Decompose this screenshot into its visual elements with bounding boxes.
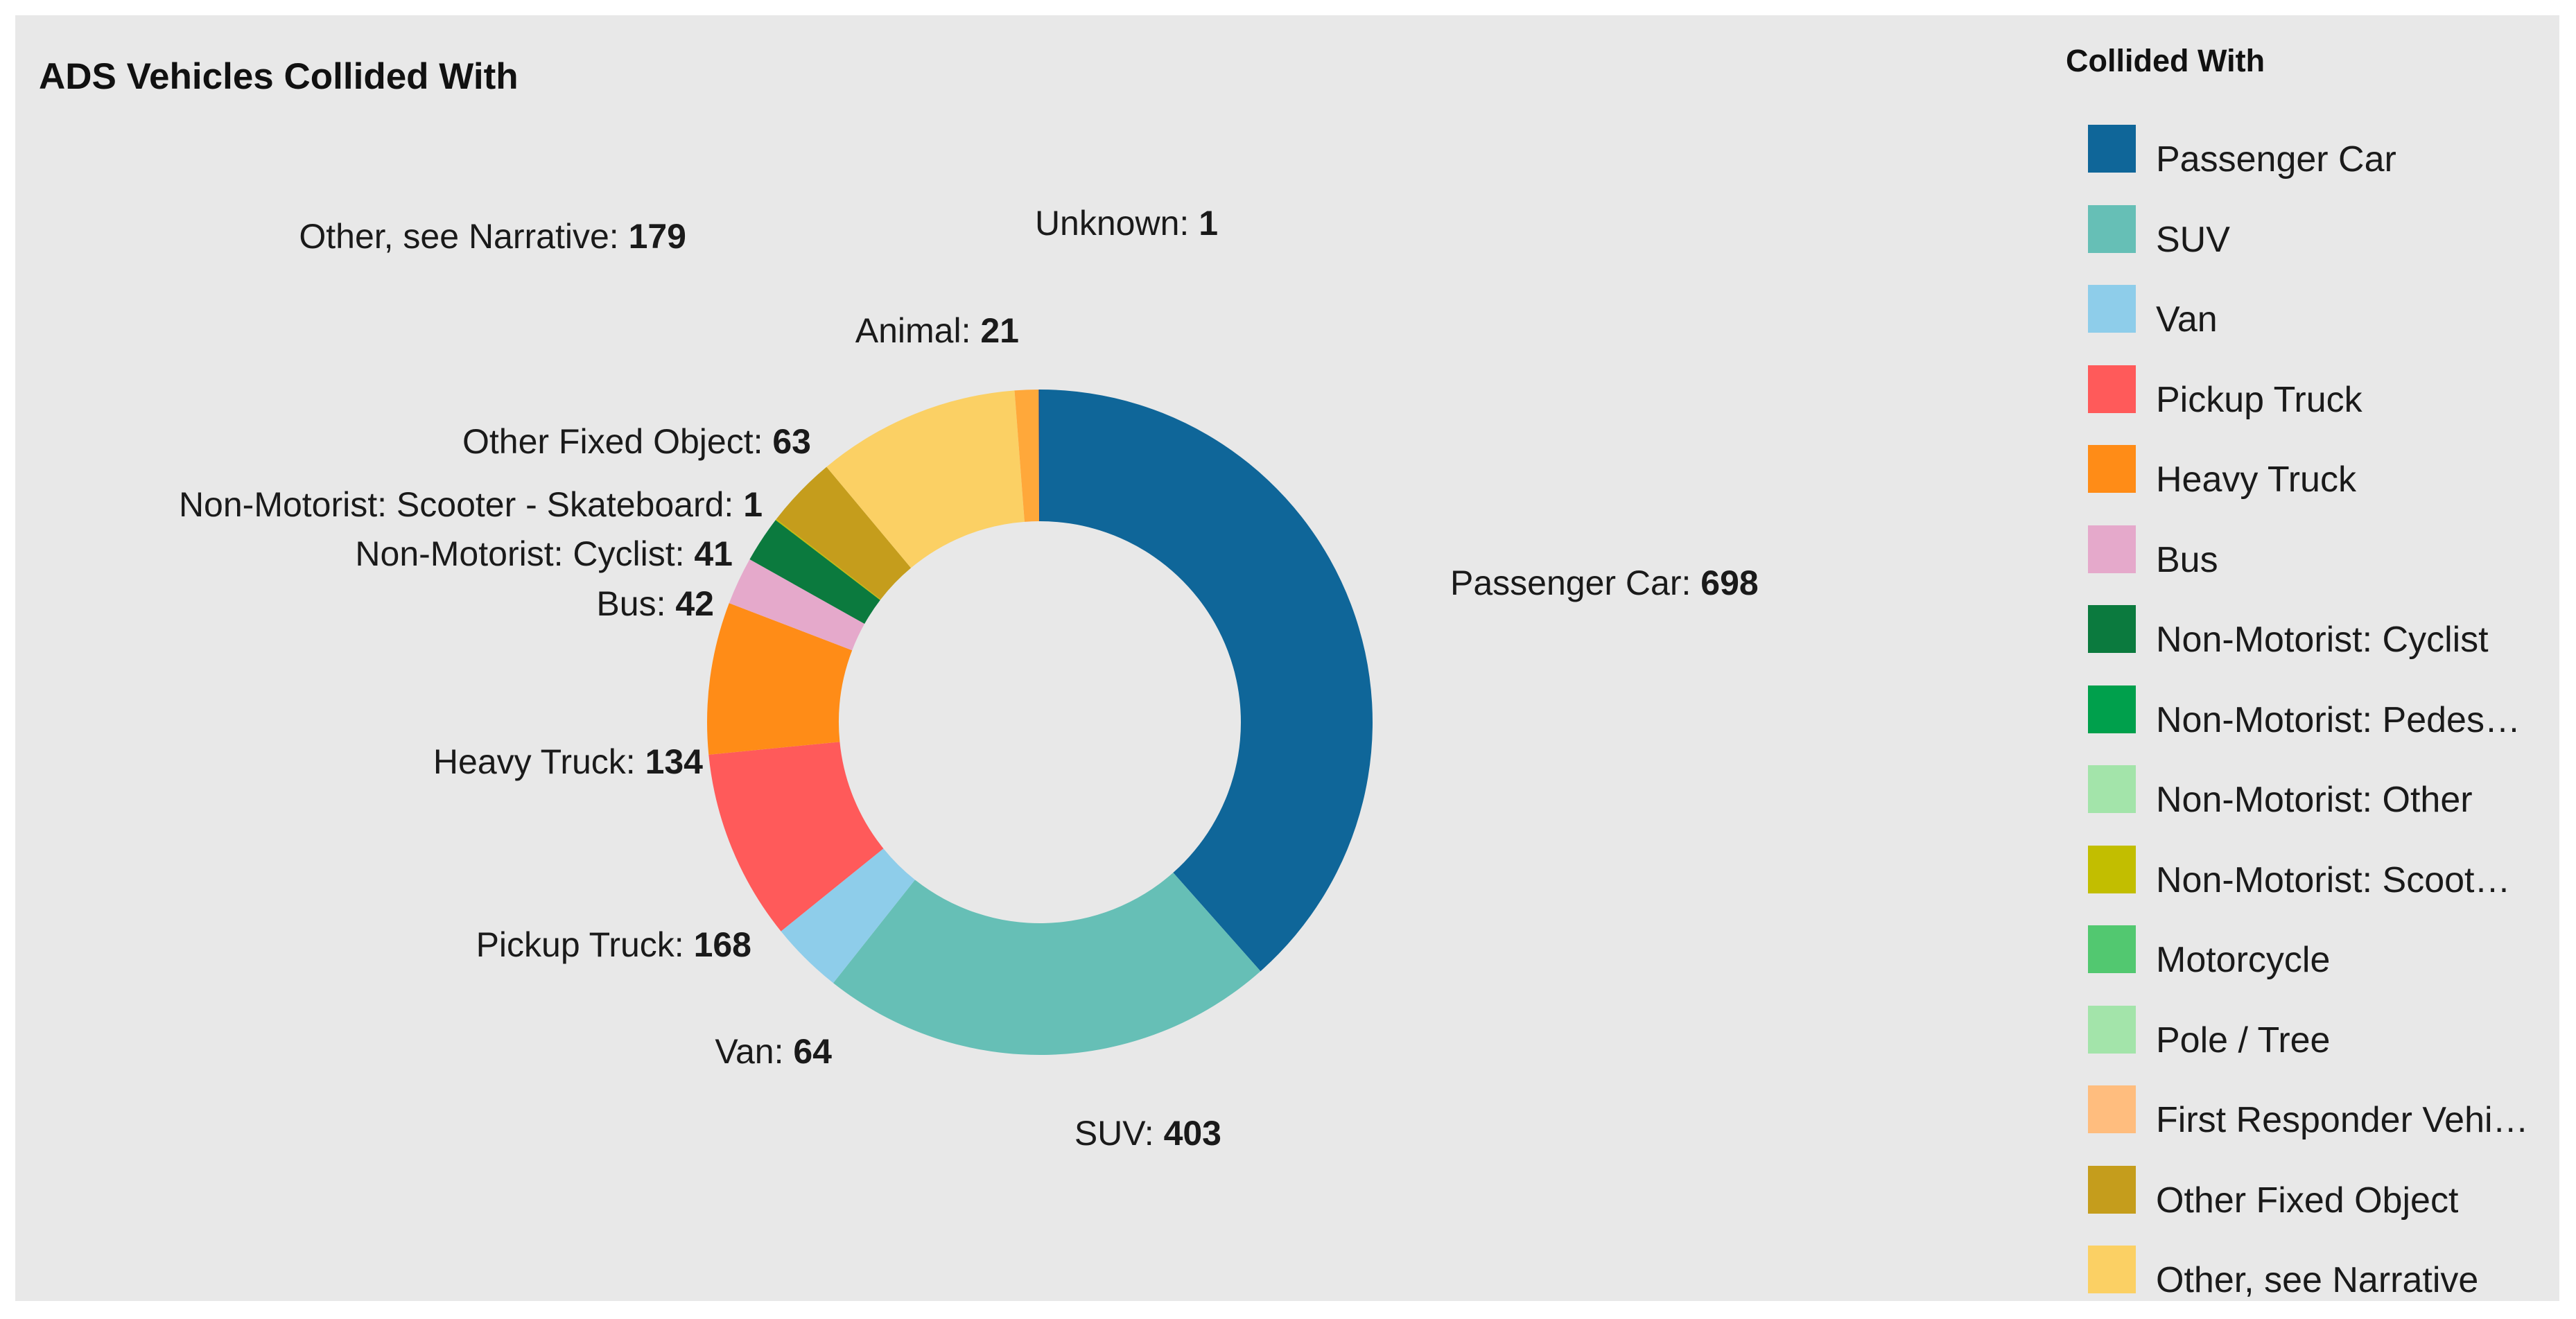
legend-swatch [2088,285,2136,333]
legend-item-first-responder-vehicle[interactable]: First Responder Vehicle [2088,1085,2545,1141]
slice-suv[interactable] [833,873,1261,1055]
slice-heavy-truck[interactable] [707,603,853,755]
legend-item-non-motorist-scooter[interactable]: Non-Motorist: Scooter... [2088,845,2545,901]
data-label-passenger-car: Passenger Car: 698 [1450,564,1759,602]
legend-label: Motorcycle [2156,940,2331,980]
legend-item-non-motorist-cyclist[interactable]: Non-Motorist: Cyclist [2088,605,2545,661]
legend-swatch [2088,525,2136,573]
legend-swatch [2088,1165,2136,1214]
legend-label: Van [2156,299,2218,340]
data-label-heavy-truck: Heavy Truck: 134 [433,742,703,781]
data-label-other-see-narrative: Other, see Narrative: 179 [299,217,686,256]
legend-label: Heavy Truck [2156,460,2356,500]
slice-animal[interactable] [1014,390,1039,522]
slice-unknown[interactable] [1038,390,1040,522]
legend-item-van[interactable]: Van [2088,285,2545,340]
legend-swatch [2088,365,2136,413]
data-label-pickup-truck: Pickup Truck: 168 [476,925,751,964]
legend-swatch [2088,1085,2136,1133]
legend-label: Non-Motorist: Scooter... [2156,859,2530,900]
data-label-non-motorist-cyclist: Non-Motorist: Cyclist: 41 [355,534,733,573]
legend-item-motorcycle[interactable]: Motorcycle [2088,925,2545,981]
data-label-van: Van: 64 [715,1032,832,1071]
legend-item-heavy-truck[interactable]: Heavy Truck [2088,445,2545,500]
legend-item-non-motorist-pedestri[interactable]: Non-Motorist: Pedestri... [2088,685,2545,741]
legend-label: Non-Motorist: Cyclist [2156,620,2489,660]
slice-other-see-narrative[interactable] [826,390,1025,568]
legend-item-pole-tree[interactable]: Pole / Tree [2088,1005,2545,1061]
legend-swatch [2088,1246,2136,1293]
chart-panel: ADS Vehicles Collided With Passenger Car… [15,15,2559,1301]
data-label-animal: Animal: 21 [855,311,1019,350]
legend-label: Non-Motorist: Pedestri... [2156,699,2530,740]
legend-item-bus[interactable]: Bus [2088,525,2545,581]
slice-non-motorist-cyclist[interactable] [749,520,880,624]
legend-label: Pickup Truck [2156,379,2362,420]
legend-swatch [2088,1005,2136,1054]
legend-label: Non-Motorist: Other [2156,780,2473,820]
data-label-bus: Bus: 42 [596,584,714,623]
legend-item-other-see-narrative[interactable]: Other, see Narrative [2088,1246,2545,1301]
legend-swatch [2088,685,2136,733]
legend-label: Other, see Narrative [2156,1260,2479,1300]
legend-item-other-fixed-object[interactable]: Other Fixed Object [2088,1165,2545,1221]
legend-label: SUV [2156,219,2230,260]
data-label-unknown: Unknown: 1 [1035,204,1218,243]
legend-swatch [2088,605,2136,653]
donut-chart: Passenger Car: 698 SUV: 403 Van: 64 Pickup … [179,204,1759,1153]
legend-item-suv[interactable]: SUV [2088,204,2545,261]
slice-other-fixed-object[interactable] [776,466,912,600]
slice-passenger-car[interactable] [1040,390,1373,972]
slice-non-motorist-scooter-skateboard[interactable] [775,518,881,600]
chart-title: ADS Vehicles Collided With [39,56,519,97]
slice-pickup-truck[interactable] [708,742,884,932]
data-label-non-motorist-scooter-skateboard: Non-Motorist: Scooter - Skateboard: 1 [179,485,763,524]
slice-van[interactable] [781,848,915,984]
data-label-suv: SUV: 403 [1074,1114,1221,1153]
legend-label: Bus [2156,539,2218,580]
legend-label: Other Fixed Object [2156,1180,2459,1221]
slice-bus[interactable] [729,559,865,651]
legend-item-pickup-truck[interactable]: Pickup Truck [2088,365,2545,421]
data-label-other-fixed-object: Other Fixed Object: 63 [462,422,811,461]
legend-swatch [2088,845,2136,893]
legend-label: Passenger Car [2156,139,2396,180]
legend-label: First Responder Vehicle [2156,1100,2530,1140]
legend-title: Collided With [2066,43,2265,78]
legend-label: Pole / Tree [2156,1020,2331,1060]
legend-swatch [2088,765,2136,813]
legend-item-non-motorist-other[interactable]: Non-Motorist: Other [2088,765,2545,821]
legend-item-passenger-car[interactable]: Passenger Car [2088,125,2545,180]
legend-swatch [2088,125,2136,173]
legend-swatch [2088,925,2136,973]
legend-swatch [2088,445,2136,493]
legend-swatch [2088,204,2136,253]
